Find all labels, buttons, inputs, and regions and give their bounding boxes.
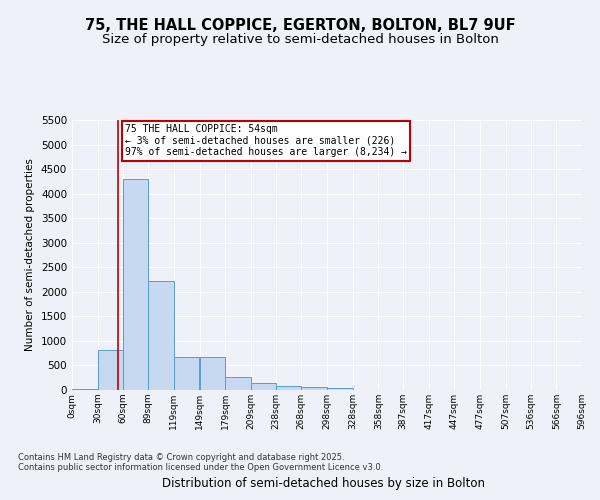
Text: Contains HM Land Registry data © Crown copyright and database right 2025.: Contains HM Land Registry data © Crown c… <box>18 454 344 462</box>
Bar <box>327 388 353 390</box>
Bar <box>148 280 174 390</box>
Bar <box>301 387 327 390</box>
Text: 75 THE HALL COPPICE: 54sqm
← 3% of semi-detached houses are smaller (226)
97% of: 75 THE HALL COPPICE: 54sqm ← 3% of semi-… <box>125 124 407 157</box>
Bar <box>276 386 301 390</box>
Text: Distribution of semi-detached houses by size in Bolton: Distribution of semi-detached houses by … <box>163 477 485 490</box>
Bar <box>72 388 98 390</box>
Bar <box>174 356 199 390</box>
Bar <box>200 356 225 390</box>
Bar <box>98 350 123 390</box>
Bar <box>225 376 251 390</box>
Bar <box>251 383 275 390</box>
Bar <box>124 179 148 390</box>
Text: Size of property relative to semi-detached houses in Bolton: Size of property relative to semi-detach… <box>101 32 499 46</box>
Text: 75, THE HALL COPPICE, EGERTON, BOLTON, BL7 9UF: 75, THE HALL COPPICE, EGERTON, BOLTON, B… <box>85 18 515 32</box>
Y-axis label: Number of semi-detached properties: Number of semi-detached properties <box>25 158 35 352</box>
Text: Contains public sector information licensed under the Open Government Licence v3: Contains public sector information licen… <box>18 464 383 472</box>
